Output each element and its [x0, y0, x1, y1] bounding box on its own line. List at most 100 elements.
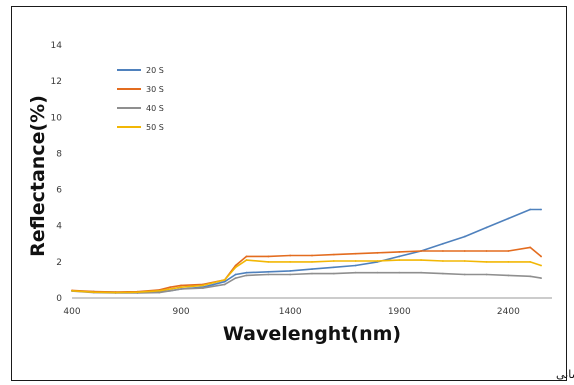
- data-point: [442, 260, 444, 262]
- data-point: [332, 253, 335, 256]
- data-point: [267, 273, 270, 276]
- data-point: [267, 270, 270, 273]
- data-point: [354, 271, 357, 274]
- data-point: [529, 208, 532, 211]
- data-point: [180, 284, 182, 287]
- data-point: [540, 264, 542, 267]
- x-tick-label: 1900: [388, 307, 411, 317]
- data-point: [529, 275, 532, 278]
- data-point: [332, 260, 335, 262]
- y-axis-label: Reflectance(%): [27, 95, 49, 257]
- y-tick-label: 8: [56, 149, 62, 159]
- figure-frame: [11, 6, 567, 381]
- data-point: [234, 266, 237, 269]
- x-ticks: 400 900 1400 1900 2400: [63, 307, 520, 317]
- data-point: [289, 254, 292, 257]
- data-point: [267, 260, 270, 263]
- data-point: [311, 260, 313, 263]
- data-point: [540, 208, 542, 211]
- data-point: [540, 255, 542, 258]
- data-point: [507, 250, 510, 252]
- data-point: [311, 254, 313, 257]
- data-point: [376, 251, 379, 254]
- data-point: [485, 260, 488, 263]
- data-point: [245, 259, 248, 261]
- data-point: [223, 279, 226, 281]
- data-point: [529, 246, 532, 249]
- data-point: [398, 271, 401, 274]
- data-point: [245, 271, 248, 274]
- x-tick-label: 900: [172, 307, 189, 317]
- data-point: [202, 284, 204, 287]
- figure-caption: شکل ۱: بازتاب انتشار لایه‌ها برحسب طول م…: [556, 368, 574, 381]
- data-point: [92, 291, 95, 294]
- y-ticks: 0 2 4 6 8 10 12 14: [51, 41, 63, 304]
- y-tick-label: 14: [51, 41, 63, 51]
- data-point: [332, 266, 335, 269]
- series-lines: [71, 208, 542, 294]
- data-point: [463, 235, 466, 238]
- legend-label: 40 S: [146, 104, 164, 113]
- x-tick-label: 2400: [497, 307, 520, 317]
- x-tick-label: 400: [63, 307, 80, 317]
- data-point: [463, 250, 466, 252]
- legend-label: 30 S: [146, 85, 164, 94]
- data-point: [180, 286, 182, 289]
- data-point: [442, 250, 444, 252]
- data-point: [234, 273, 237, 276]
- data-point: [267, 255, 270, 258]
- data-point: [398, 251, 401, 253]
- data-point: [507, 217, 510, 220]
- data-point: [376, 260, 379, 262]
- data-point: [223, 283, 226, 286]
- data-point: [507, 274, 510, 277]
- data-point: [485, 250, 488, 252]
- data-point: [540, 277, 542, 280]
- data-point: [71, 289, 73, 292]
- series-line: [71, 259, 542, 294]
- data-point: [354, 260, 357, 262]
- y-tick-label: 6: [56, 186, 62, 196]
- legend-label: 50 S: [146, 123, 164, 132]
- data-point: [136, 291, 139, 294]
- data-point: [289, 260, 292, 263]
- data-point: [463, 260, 466, 262]
- data-point: [332, 272, 335, 275]
- data-point: [169, 289, 172, 292]
- data-point: [442, 242, 444, 245]
- data-point: [245, 274, 248, 277]
- data-point: [180, 288, 182, 290]
- y-tick-label: 0: [56, 294, 62, 304]
- data-point: [234, 277, 237, 280]
- data-point: [354, 264, 357, 267]
- series-line: [71, 271, 542, 294]
- data-point: [245, 255, 248, 258]
- data-point: [289, 273, 292, 276]
- data-point: [169, 288, 172, 290]
- data-point: [398, 255, 401, 258]
- data-point: [289, 270, 292, 272]
- data-point: [507, 260, 510, 263]
- data-point: [442, 272, 444, 275]
- y-tick-label: 2: [56, 258, 62, 268]
- x-axis-label: Wavelenght(nm): [223, 323, 401, 345]
- y-tick-label: 4: [56, 222, 62, 232]
- data-point: [234, 264, 237, 267]
- legend: 20 S 30 S 40 S 50 S: [117, 66, 164, 132]
- data-point: [420, 259, 422, 261]
- data-point: [354, 252, 357, 255]
- data-point: [202, 287, 204, 289]
- data-point: [485, 226, 488, 229]
- y-tick-label: 12: [51, 77, 62, 87]
- data-point: [463, 273, 466, 276]
- data-point: [169, 286, 172, 289]
- data-point: [398, 259, 401, 261]
- data-point: [420, 271, 422, 274]
- data-point: [485, 273, 488, 276]
- y-tick-label: 10: [51, 113, 63, 123]
- data-point: [376, 271, 379, 274]
- data-point: [223, 280, 226, 283]
- legend-label: 20 S: [146, 66, 164, 75]
- data-point: [311, 268, 313, 270]
